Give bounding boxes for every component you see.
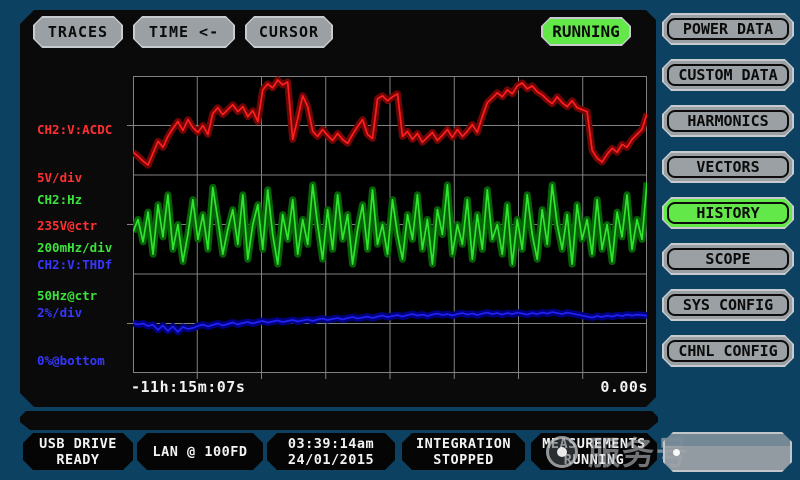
cursor-button[interactable]: CURSOR [245,16,333,48]
cursor-button-label: CURSOR [247,18,331,46]
running-badge: RUNNING [541,17,631,46]
channel-frequency-scale: 200mHz/div [37,240,113,255]
integration-line2: STOPPED [433,451,494,468]
chnl-config-label: CHNL CONFIG [664,337,792,365]
channel-frequency-ref: 50Hz@ctr [37,288,98,303]
sys-config-label: SYS CONFIG [664,291,792,319]
channel-voltage-scale: 5V/div [37,170,83,185]
power-data-label: POWER DATA [664,15,792,43]
sidebar-item-sys-config[interactable]: SYS CONFIG [662,289,794,321]
display-panel: TRACES TIME <- CURSOR RUNNING CH2:V:ACDC… [20,10,656,407]
time-button-label: TIME <- [135,18,233,46]
custom-data-label: CUSTOM DATA [664,61,792,89]
traces-button[interactable]: TRACES [33,16,123,48]
sidebar-item-history[interactable]: HISTORY [662,197,794,229]
sidebar-item-custom-data[interactable]: CUSTOM DATA [662,59,794,91]
running-badge-label: RUNNING [543,19,629,44]
clock-time: 03:39:14am [287,435,375,452]
lan-status-line1: LAN @ 100FD [152,443,248,460]
channel-thd-name: CH2:V:THDf [37,257,113,272]
usb-status-line1: USB DRIVE [39,435,117,452]
usb-status-line2: READY [56,451,100,468]
x-axis-end-label: 0.00s [600,378,648,396]
x-axis-start-label: -11h:15m:07s [131,378,246,396]
harmonics-label: HARMONICS [664,107,792,135]
history-chart [20,10,656,407]
channel-voltage-name: CH2:V:ACDC [37,122,113,137]
channel-label-frequency: CH2:Hz 200mHz/div 50Hz@ctr [37,160,112,336]
usb-status-box: USB DRIVE READY [23,433,133,470]
sidebar-item-power-data[interactable]: POWER DATA [662,13,794,45]
sidebar-item-scope[interactable]: SCOPE [662,243,794,275]
lower-strip [20,411,658,430]
channel-thd-ref: 0%@bottom [37,353,105,368]
watermark-box [663,432,792,472]
history-label: HISTORY [664,199,792,227]
channel-label-voltage: CH2:V:ACDC 5V/div 235V@ctr [37,90,112,266]
measurements-line1: MEASUREMENTS [542,435,646,452]
sidebar-item-harmonics[interactable]: HARMONICS [662,105,794,137]
time-button[interactable]: TIME <- [133,16,235,48]
channel-thd-scale: 2%/div [37,305,83,320]
scope-label: SCOPE [664,245,792,273]
lan-status-box: LAN @ 100FD [137,433,263,470]
channel-label-thd: CH2:V:THDf 2%/div 0%@bottom [37,225,112,401]
integration-line1: INTEGRATION [416,435,511,452]
sidebar-item-chnl-config[interactable]: CHNL CONFIG [662,335,794,367]
channel-voltage-ref: 235V@ctr [37,218,98,233]
vectors-label: VECTORS [664,153,792,181]
clock-date: 24/01/2015 [287,451,375,468]
clock-status-box: 03:39:14am 24/01/2015 [267,433,395,470]
traces-button-label: TRACES [35,18,121,46]
sidebar-item-vectors[interactable]: VECTORS [662,151,794,183]
measurements-line2: RUNNING [563,451,625,468]
integration-status-box: INTEGRATION STOPPED [402,433,525,470]
measurements-status-box: MEASUREMENTS RUNNING [531,433,657,470]
channel-frequency-name: CH2:Hz [37,192,83,207]
